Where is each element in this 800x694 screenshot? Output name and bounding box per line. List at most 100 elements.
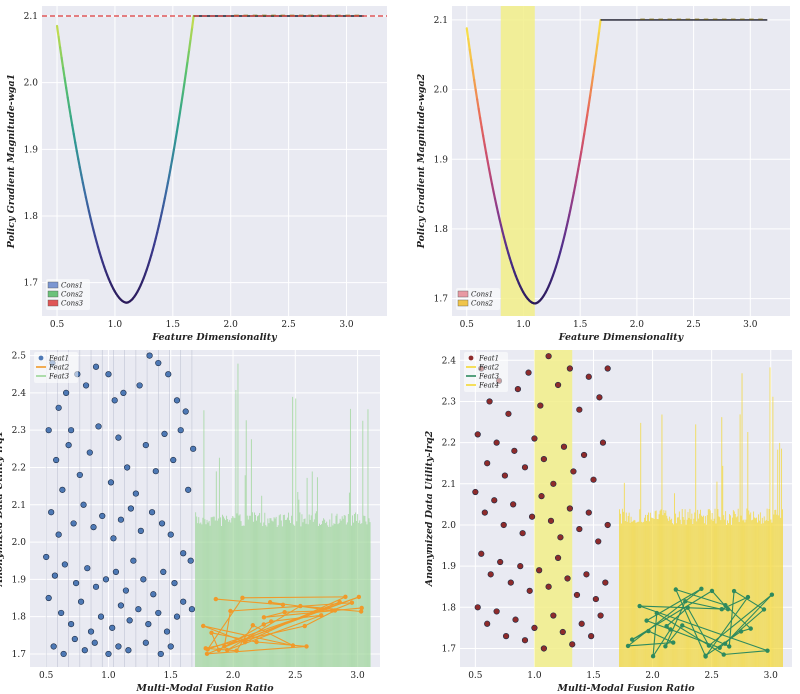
scatter-point: [487, 571, 494, 578]
plot-background: [42, 6, 387, 316]
scatter-point: [137, 527, 144, 534]
curve-segment: [578, 150, 583, 162]
scatter-point: [125, 647, 132, 654]
scatter-point: [68, 621, 75, 628]
highlight-band: [534, 350, 573, 667]
scatter-point: [512, 616, 519, 623]
curve-segment: [169, 157, 174, 168]
scatter-point: [86, 449, 93, 456]
legend-marker: [468, 355, 474, 361]
scatter-point: [117, 602, 125, 609]
y-tick-label: 1.8: [12, 613, 27, 623]
scatter-point: [478, 550, 485, 557]
y-axis-label: Anonymized Data Utility-lrq2: [424, 430, 435, 587]
curve-segment: [78, 166, 83, 177]
scatter-point: [99, 512, 106, 520]
curve-segment: [77, 158, 81, 169]
x-tick-label: 1.0: [527, 671, 542, 681]
scatter-point: [105, 650, 112, 658]
scatter-point: [140, 576, 147, 583]
curve-segment: [569, 199, 574, 209]
y-tick-label: 2.3: [12, 426, 27, 436]
curve-segment: [168, 165, 172, 176]
scatter-point: [115, 434, 122, 441]
curve-segment: [163, 189, 168, 200]
curve-segment: [593, 52, 598, 66]
curve-segment: [63, 76, 68, 89]
scatter-point: [58, 609, 65, 617]
legend-swatch: [457, 290, 469, 298]
series-segment: [664, 601, 686, 647]
series-segment: [724, 604, 752, 630]
y-axis-label: Anonymized Data Utility-lrq1: [0, 431, 5, 588]
scatter-point: [187, 557, 194, 564]
scatter-point: [130, 557, 137, 564]
curve-segment: [86, 203, 91, 213]
scatter-point: [45, 594, 52, 602]
x-axis-label: Multi-Modal Fusion Ratio: [135, 683, 274, 694]
x-tick-label: 0.5: [50, 320, 65, 330]
legend-label: Cons1: [61, 282, 83, 290]
scatter-point: [576, 406, 583, 413]
x-tick-label: 0.5: [460, 320, 475, 330]
series-segment: [230, 602, 352, 612]
curve-segment: [474, 88, 479, 101]
scatter-point: [597, 612, 604, 619]
scatter-point: [493, 439, 500, 446]
scatter-point: [90, 524, 97, 531]
scatter-point: [545, 353, 552, 360]
series-segment: [206, 645, 307, 655]
curve-segment: [166, 173, 171, 185]
scatter-point: [507, 579, 514, 586]
series-segment: [724, 594, 773, 645]
curve-segment: [581, 132, 586, 145]
scatter-point: [564, 575, 571, 582]
scatter-point: [550, 612, 557, 619]
scatter-point: [155, 359, 162, 367]
series-segment: [256, 641, 307, 648]
scatter-point: [497, 558, 504, 566]
series-segment: [226, 605, 301, 651]
scatter-point: [559, 628, 566, 636]
x-tick-label: 0.5: [39, 671, 54, 681]
curve-segment: [575, 167, 580, 179]
scatter-point: [182, 408, 189, 415]
x-tick-label: 2.5: [288, 671, 303, 681]
series-segment: [664, 625, 683, 647]
scatter-point: [105, 371, 112, 378]
scatter-point: [110, 535, 117, 542]
scatter-point: [185, 486, 192, 493]
y-tick-label: 1.8: [434, 225, 449, 235]
curve-segment: [58, 46, 63, 59]
curve-segment: [188, 37, 192, 52]
series-segment: [646, 588, 702, 622]
y-tick-label: 2.0: [442, 521, 457, 531]
scatter-point: [517, 563, 524, 570]
curve-segment: [184, 59, 189, 73]
curve-segment: [493, 197, 498, 207]
x-tick-label: 1.0: [516, 320, 531, 330]
series-segment: [252, 624, 294, 646]
scatter-point: [51, 572, 59, 579]
curve-segment: [160, 204, 165, 214]
curve-segment: [165, 181, 169, 192]
curve-segment: [183, 70, 188, 84]
scatter-point: [55, 404, 62, 411]
scatter-point: [505, 410, 512, 417]
scatter-point: [81, 647, 88, 654]
y-tick-label: 2.0: [12, 538, 27, 548]
scatter-point: [155, 609, 162, 617]
legend-label: Cons2: [471, 300, 494, 308]
scatter-point: [474, 604, 481, 611]
scatter-point: [71, 635, 78, 643]
curve-segment: [159, 211, 163, 221]
curve-segment: [87, 209, 92, 219]
legend-marker: [38, 355, 44, 361]
curve-segment: [72, 132, 77, 144]
x-tick-label: 2.5: [686, 320, 701, 330]
scatter-point: [115, 643, 122, 650]
curve-segment: [483, 143, 488, 154]
scatter-point: [531, 435, 538, 442]
